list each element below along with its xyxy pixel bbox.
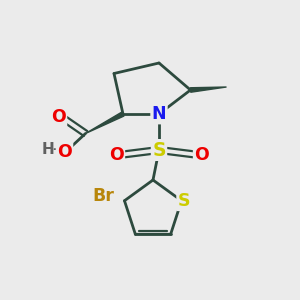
Text: O: O xyxy=(57,143,72,161)
Text: O: O xyxy=(51,108,66,126)
Text: H: H xyxy=(42,142,54,157)
Polygon shape xyxy=(85,112,124,134)
Text: Br: Br xyxy=(92,187,114,205)
Polygon shape xyxy=(190,87,226,92)
Text: -: - xyxy=(52,142,58,156)
Text: S: S xyxy=(152,140,166,160)
Text: S: S xyxy=(178,192,190,210)
Text: O: O xyxy=(109,146,124,164)
Text: O: O xyxy=(194,146,209,164)
Text: N: N xyxy=(152,105,166,123)
